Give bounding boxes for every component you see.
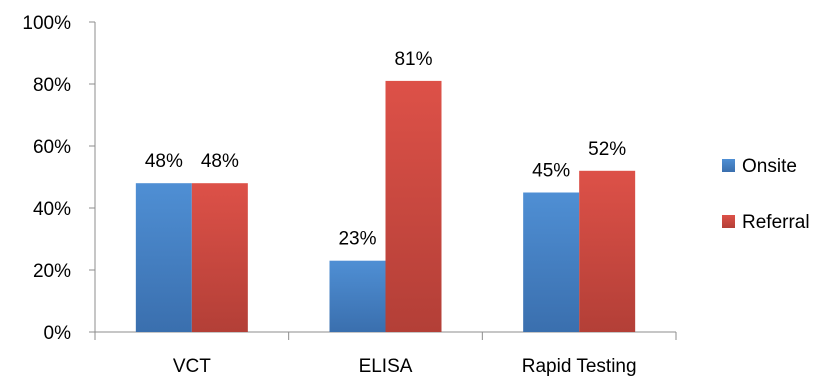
- legend: Onsite Referral: [722, 156, 810, 233]
- bars: [135, 80, 636, 333]
- data-label: 45%: [532, 161, 570, 182]
- x-category-label: Rapid Testing: [522, 356, 637, 377]
- legend-label: Referral: [742, 212, 810, 233]
- data-label: 48%: [145, 151, 183, 172]
- data-label: 52%: [588, 139, 626, 160]
- y-tick-label: 80%: [33, 75, 71, 96]
- axes: 0% 20% 40% 60% 80% 100% VCT ELISA Rapid Testing: [22, 13, 677, 377]
- legend-swatch-referral: [722, 215, 735, 228]
- data-label: 23%: [338, 229, 376, 250]
- bar-onsite: [523, 192, 580, 332]
- y-tick-label: 60%: [33, 137, 71, 158]
- y-tick-label: 0%: [44, 323, 72, 344]
- y-tick-label: 100%: [22, 13, 71, 34]
- data-label: 81%: [394, 49, 432, 70]
- bar-referral: [579, 170, 636, 332]
- legend-label: Onsite: [742, 156, 797, 177]
- legend-swatch-onsite: [722, 159, 735, 172]
- x-category-label: VCT: [173, 356, 211, 377]
- bar-referral: [385, 80, 442, 333]
- bar-referral: [191, 183, 248, 332]
- data-labels: 48% 23% 45% 48% 81% 52%: [145, 49, 626, 250]
- y-tick-label: 20%: [33, 261, 71, 282]
- y-tick-label: 40%: [33, 199, 71, 220]
- data-label: 48%: [201, 151, 239, 172]
- bar-onsite: [135, 183, 192, 332]
- x-category-label: ELISA: [359, 356, 413, 377]
- bar-onsite: [329, 260, 386, 332]
